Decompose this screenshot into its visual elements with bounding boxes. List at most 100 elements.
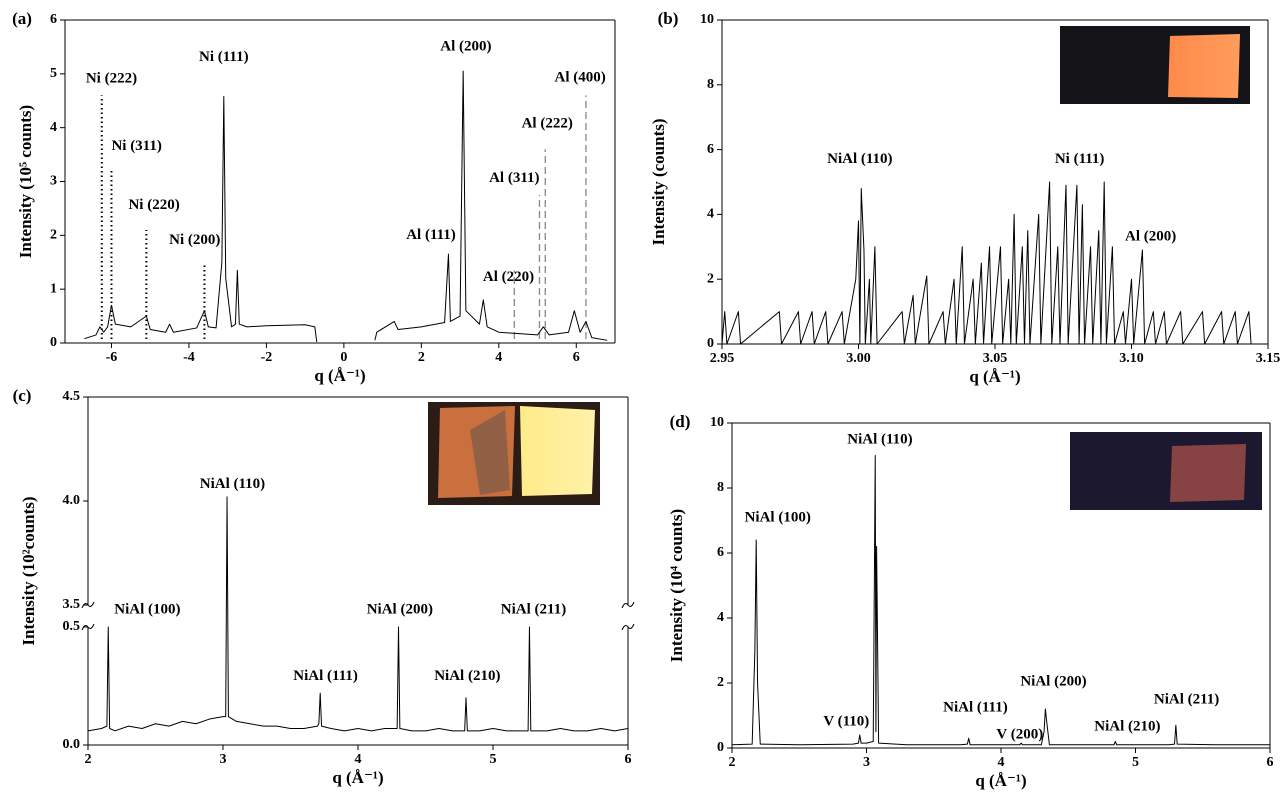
y-axis-label: Intensity (counts) <box>649 118 668 245</box>
peak-label: NiAl (111) <box>293 668 358 684</box>
x-axis-label: q (Å⁻¹) <box>332 768 383 787</box>
x-tick-label: 2 <box>418 350 425 365</box>
x-tick-label: 3 <box>220 752 227 767</box>
x-tick-label: 4 <box>998 755 1005 770</box>
x-axis-label: q (Å⁻¹) <box>975 771 1026 790</box>
y-tick-label: 1 <box>50 281 57 296</box>
y-tick-label: 6 <box>50 12 57 27</box>
panel: 2 3 4 5 6 0.0 0.5 3.5 4.0 4.5 q (Å⁻¹) Intensity (10… <box>13 386 635 787</box>
y-tick-label: 10 <box>700 12 714 27</box>
y-tick-label: 3 <box>50 174 57 189</box>
y-tick-label: 4.0 <box>63 493 81 508</box>
y-tick-label: 8 <box>717 480 724 495</box>
panel-label: (a) <box>12 9 32 28</box>
y-tick-label: 5 <box>50 66 57 81</box>
spectrum-line <box>87 496 629 732</box>
x-axis-label: q (Å⁻¹) <box>314 366 365 385</box>
x-tick-label: 6 <box>573 350 580 365</box>
x-tick-label: 3.15 <box>1256 351 1281 366</box>
peak-label: Al (400) <box>555 70 606 86</box>
x-tick-label: -4 <box>183 350 195 365</box>
y-axis-label: Intensity (10⁵ counts) <box>16 105 35 258</box>
axis-break <box>621 601 635 609</box>
peak-label: Ni (200) <box>169 232 220 248</box>
spectrum-line <box>721 181 1268 345</box>
y-tick-label: 6 <box>707 142 714 157</box>
peak-label: Al (222) <box>522 115 573 131</box>
inset-photo-b <box>1060 26 1250 104</box>
peak-label: V (110) <box>823 713 869 729</box>
x-tick-label: 4 <box>495 350 502 365</box>
x-tick-label: 3.05 <box>983 351 1008 366</box>
panel-label: (c) <box>13 386 32 405</box>
peak-label: Al (200) <box>1125 229 1176 245</box>
x-tick-label: 6 <box>625 752 632 767</box>
x-tick-label: 3 <box>863 755 870 770</box>
peak-label: NiAl (100) <box>745 509 811 525</box>
axis-break <box>621 623 635 631</box>
peak-label: NiAl (200) <box>1020 673 1086 689</box>
y-tick-label: 2 <box>50 228 57 243</box>
peak-label: NiAl (211) <box>501 602 566 618</box>
peak-label: NiAl (110) <box>200 476 265 492</box>
panel: -6 -4 -2 0 2 4 6 0 1 2 3 4 5 6 q (Å⁻¹) Intensity (10⁵ c… <box>12 9 616 385</box>
x-tick-label: 0 <box>340 350 347 365</box>
peak-label: Al (200) <box>440 38 491 54</box>
y-tick-label: 6 <box>717 545 724 560</box>
peak-label: Ni (311) <box>111 138 161 154</box>
peak-label: NiAl (100) <box>114 602 180 618</box>
x-tick-label: 5 <box>1132 755 1139 770</box>
y-tick-label: 4 <box>707 207 714 222</box>
y-tick-label: 8 <box>707 77 714 92</box>
x-tick-label: -2 <box>261 350 273 365</box>
peak-label: Al (311) <box>489 170 539 186</box>
y-tick-label: 0 <box>50 335 57 350</box>
x-tick-label: 5 <box>490 752 497 767</box>
y-axis-label: Intensity (10²counts) <box>19 496 38 645</box>
peak-label: NiAl (111) <box>943 699 1008 715</box>
peak-label: Al (111) <box>406 227 456 243</box>
x-tick-label: 4 <box>355 752 362 767</box>
peak-label: Ni (220) <box>128 197 179 213</box>
panel: 2.95 3.00 3.05 3.10 3.15 0 2 4 6 8 10 q (Å⁻¹) Intens… <box>649 9 1280 386</box>
spectrum-line <box>731 455 1270 746</box>
y-tick-label: 0 <box>707 336 714 351</box>
peak-label: Al (220) <box>483 269 534 285</box>
inset-photo-d <box>1070 432 1262 510</box>
peak-label: NiAl (210) <box>434 668 500 684</box>
spectrum-line <box>84 70 608 342</box>
y-tick-label: 3.5 <box>63 597 81 612</box>
x-axis-label: q (Å⁻¹) <box>969 367 1020 386</box>
x-tick-label: 2 <box>85 752 92 767</box>
peak-label: Ni (111) <box>199 49 249 65</box>
x-tick-label: 2 <box>729 755 736 770</box>
peak-label: NiAl (200) <box>367 602 433 618</box>
y-tick-label: 4 <box>50 120 57 135</box>
y-tick-label: 10 <box>710 415 724 430</box>
peak-label: V (200) <box>996 726 1043 742</box>
peak-label: NiAl (211) <box>1154 691 1219 707</box>
x-tick-label: 6 <box>1267 755 1274 770</box>
x-tick-label: 3.10 <box>1119 351 1144 366</box>
y-tick-label: 4.5 <box>63 389 81 404</box>
y-axis-label: Intensity (10⁴ counts) <box>667 509 686 662</box>
peak-label: NiAl (210) <box>1094 718 1160 734</box>
y-tick-label: 0 <box>717 740 724 755</box>
peak-label: Ni (222) <box>86 71 137 87</box>
y-tick-label: 0.0 <box>63 737 81 752</box>
x-tick-label: 2.95 <box>710 351 735 366</box>
y-tick-label: 2 <box>707 271 714 286</box>
y-tick-label: 2 <box>717 675 724 690</box>
y-tick-label: 4 <box>717 610 724 625</box>
x-tick-label: 3.00 <box>846 351 871 366</box>
peak-label: Ni (111) <box>1055 151 1105 167</box>
y-tick-label: 0.5 <box>63 619 81 634</box>
x-tick-label: -6 <box>106 350 118 365</box>
panel-label: (d) <box>670 412 691 431</box>
peak-label: NiAl (110) <box>847 431 912 447</box>
panel-label: (b) <box>658 9 679 28</box>
peak-label: NiAl (110) <box>827 151 892 167</box>
inset-photo-c <box>428 402 600 505</box>
